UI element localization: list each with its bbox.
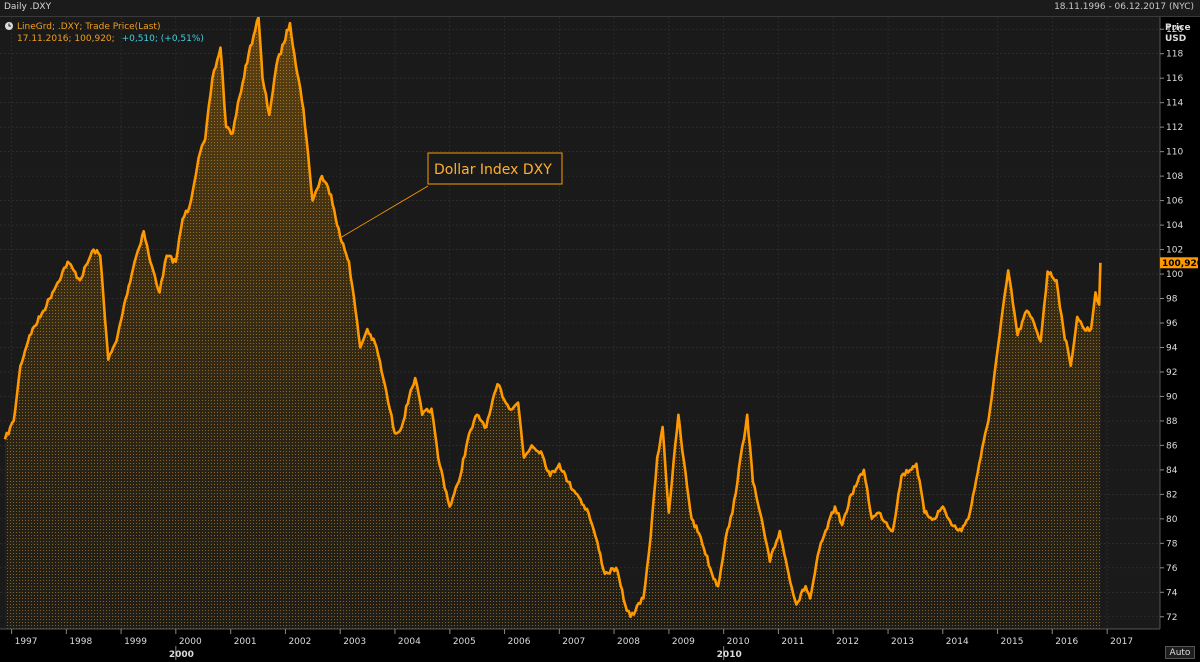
y-tick-label: 98	[1166, 295, 1178, 305]
area-dot-pattern	[5, 17, 1101, 629]
x-tick-label: 2001	[234, 637, 257, 647]
auto-scale-button[interactable]: Auto	[1165, 646, 1195, 659]
x-tick-label: 2013	[891, 637, 914, 647]
x-decade-label: 2010	[717, 650, 742, 660]
x-tick-label: 2000	[179, 637, 202, 647]
y-tick-label: 100	[1166, 270, 1183, 280]
y-tick-label: 112	[1166, 123, 1183, 133]
title-bar: Daily .DXY 18.11.1996 - 06.12.2017 (NYC)	[0, 0, 1200, 17]
y-tick-label: 84	[1166, 466, 1178, 476]
y-tick-label: 104	[1166, 221, 1183, 231]
annotation-text: Dollar Index DXY	[434, 162, 552, 178]
x-tick-label: 2012	[836, 637, 859, 647]
x-tick-label: 2007	[562, 637, 585, 647]
x-axis: 1997 1998 1999 2000 2001 2002 2003 2004 2005 2006…	[0, 628, 1160, 662]
price-line[interactable]	[3, 17, 1102, 619]
x-tick-label: 2003	[343, 637, 366, 647]
y-tick-label: 82	[1166, 490, 1177, 500]
y-tick-label: 86	[1166, 441, 1178, 451]
x-tick-label: 2002	[288, 637, 311, 647]
annotation-box	[427, 152, 563, 185]
y-tick-label: 92	[1166, 368, 1177, 378]
y-tick-label: 94	[1166, 343, 1178, 353]
x-tick-label: 1998	[69, 637, 92, 647]
last-value-marker: 100,920	[1160, 257, 1200, 269]
x-tick-label: 2017	[1110, 637, 1133, 647]
x-tick-label: 2015	[1001, 637, 1024, 647]
x-tick-label: 1999	[124, 637, 147, 647]
x-tick-label: 2006	[508, 637, 531, 647]
last-value-label: 100,920	[1162, 259, 1200, 269]
y-tick-label: 88	[1166, 417, 1178, 427]
legend-clock-hands	[8, 23, 11, 27]
x-tick-label: 2011	[781, 637, 804, 647]
y-tick-label: 116	[1166, 74, 1183, 84]
legend-line2: 17.11.2016; 100,920; +0,510; (+0,51%)	[17, 34, 204, 44]
legend: LineGrd; .DXY; Trade Price(Last) 17.11.2…	[5, 22, 204, 44]
x-axis-panel	[0, 629, 1160, 662]
x-tick-label: 2005	[453, 637, 476, 647]
x-tick-label: 2010	[727, 637, 750, 647]
annotation-leader-line	[339, 185, 429, 239]
y-tick-label: 102	[1166, 246, 1183, 256]
x-decade-label: 2000	[169, 650, 194, 660]
date-range-label: 18.11.1996 - 06.12.2017 (NYC)	[1054, 2, 1194, 12]
y-tick-label: 76	[1166, 564, 1178, 574]
legend-line1: LineGrd; .DXY; Trade Price(Last)	[17, 22, 160, 32]
chart-title: Daily .DXY	[4, 2, 52, 12]
legend-change: +0,510; (+0,51%)	[122, 34, 204, 44]
y-tick-label: 74	[1166, 588, 1178, 598]
y-tick-label: 118	[1166, 50, 1183, 60]
y-tick-label: 80	[1166, 515, 1178, 525]
y-axis-panel	[1160, 17, 1200, 629]
y-axis-label-usd: USD	[1165, 34, 1186, 44]
x-tick-label: 2004	[398, 637, 421, 647]
y-tick-label: 78	[1166, 539, 1178, 549]
y-tick-label: 110	[1166, 148, 1183, 158]
x-tick-label: 2008	[617, 637, 640, 647]
y-tick-label: 120	[1166, 25, 1183, 35]
legend-date-value: 17.11.2016; 100,920;	[17, 34, 115, 44]
x-tick-label: 2016	[1055, 637, 1078, 647]
y-axis-label-price: Price	[1165, 23, 1191, 33]
annotation: Dollar Index DXY	[339, 152, 563, 239]
x-tick-label: 2014	[946, 637, 969, 647]
y-tick-label: 106	[1166, 197, 1183, 207]
y-tick-label: 72	[1166, 613, 1177, 623]
y-tick-label: 114	[1166, 99, 1183, 109]
y-axis: Price USD 72 74 76 78 80 82 84 86 88 90 92 94 96 98 10…	[1159, 17, 1200, 629]
x-tick-label: 2009	[672, 637, 695, 647]
x-tick-label: 1997	[15, 637, 38, 647]
y-tick-label: 90	[1166, 392, 1178, 402]
y-tick-label: 108	[1166, 172, 1183, 182]
y-tick-label: 96	[1166, 319, 1178, 329]
